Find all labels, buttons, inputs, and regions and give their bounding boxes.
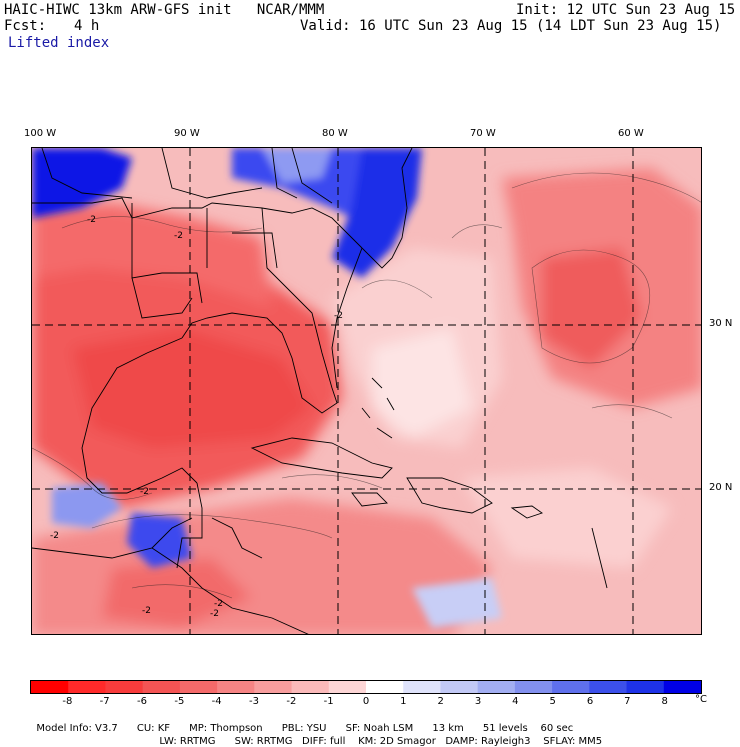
contour-label: -2	[210, 609, 219, 619]
info-lw: LW: RRTMG	[159, 736, 216, 747]
colorbar-swatch	[403, 681, 441, 693]
contour-label: -2	[140, 487, 149, 497]
lon-label-80w: 80 W	[322, 128, 348, 139]
colorbar-tick-label: -2	[286, 696, 297, 707]
info-levels: 51 levels	[482, 723, 528, 734]
colorbar-swatch	[105, 681, 144, 693]
colorbar-tick-label: -6	[137, 696, 147, 707]
contour-label: -2	[87, 215, 96, 225]
colorbar-swatch	[626, 681, 665, 693]
field-name: Lifted index	[8, 35, 110, 51]
colorbar-tick-label: 2	[437, 696, 444, 707]
info-km: KM: 2D Smagor	[358, 736, 436, 747]
info-sf: SF: Noah LSM	[345, 723, 414, 734]
info-version: Model Info: V3.7	[36, 723, 118, 734]
graticule	[32, 148, 701, 634]
colorbar-tick-label: 5	[549, 696, 556, 707]
colorbar-tick-label: -8	[62, 696, 73, 707]
lon-label-100w: 100 W	[24, 128, 57, 139]
colorbar-tick-label: 1	[400, 696, 407, 707]
colorbar-swatch	[68, 681, 106, 693]
colorbar-tick-label: -1	[323, 696, 334, 707]
colorbar-tick-label: 8	[661, 696, 668, 707]
colorbar-swatch	[589, 681, 628, 693]
colorbar-swatch	[254, 681, 293, 693]
colorbar-swatch	[477, 681, 516, 693]
info-diff: DIFF: full	[302, 736, 346, 747]
map-canvas: -2 -2 -2 -2 -2 -2 -2 -2	[32, 148, 701, 634]
lon-label-90w: 90 W	[174, 128, 200, 139]
contour-label: -2	[214, 599, 223, 609]
lat-label-30n: 30 N	[709, 318, 733, 329]
info-resolution: 13 km	[432, 723, 464, 734]
info-sw: SW: RRTMG	[234, 736, 293, 747]
colorbar-tick-label: -4	[211, 696, 222, 707]
colorbar-swatch	[366, 681, 404, 693]
lon-label-70w: 70 W	[470, 128, 496, 139]
colorbar-swatch	[328, 681, 367, 693]
colorbar-tick-label: 3	[474, 696, 482, 707]
colorbar-swatch	[552, 681, 590, 693]
valid-time: Valid: 16 UTC Sun 23 Aug 15 (14 LDT Sun …	[300, 18, 722, 34]
model-info-line2: LW: RRTMG SW: RRTMG DIFF: full KM: 2D Sm…	[153, 725, 602, 747]
contour-labels: -2 -2 -2 -2 -2 -2 -2 -2	[50, 215, 343, 619]
forecast-label: Fcst:	[4, 18, 47, 34]
colorbar-swatch	[291, 681, 330, 693]
model-title: HAIC-HIWC 13km ARW-GFS init NCAR/MMM	[4, 2, 325, 18]
colorbar-tick-label: 7	[624, 696, 631, 707]
lat-label-20n: 20 N	[709, 482, 733, 493]
lifted-index-map: -2 -2 -2 -2 -2 -2 -2 -2	[31, 147, 702, 635]
colorbar-swatch	[142, 681, 181, 693]
info-pbl: PBL: YSU	[281, 723, 327, 734]
contour-label: -2	[174, 231, 183, 241]
lon-label-60w: 60 W	[618, 128, 644, 139]
contours	[32, 172, 701, 599]
info-cu: CU: KF	[136, 723, 171, 734]
colorbar-swatch	[217, 681, 255, 693]
info-timestep: 60 sec	[540, 723, 574, 734]
init-time: Init: 12 UTC Sun 23 Aug 15	[516, 2, 736, 18]
colorbar	[30, 680, 702, 694]
coastlines	[32, 148, 608, 634]
forecast-hour: 4 h	[74, 18, 100, 34]
info-sflay: SFLAY: MM5	[543, 736, 603, 747]
colorbar-tick-label: -7	[99, 696, 110, 707]
colorbar-tick-label: -3	[249, 696, 259, 707]
colorbar-swatch	[663, 681, 701, 693]
contour-label: -2	[50, 531, 59, 541]
model-info-line1: Model Info: V3.7 CU: KF MP: Thompson PBL…	[30, 712, 573, 734]
colorbar-unit: °C	[695, 694, 707, 705]
colorbar-tick-label: 4	[512, 696, 519, 707]
info-mp: MP: Thompson	[189, 723, 263, 734]
colorbar-tick-label: -5	[174, 696, 185, 707]
stable-regions	[32, 148, 502, 628]
field-shading	[32, 168, 701, 634]
colorbar-swatch	[179, 681, 218, 693]
colorbar-swatch	[31, 681, 69, 693]
info-damp: DAMP: Rayleigh3	[445, 736, 531, 747]
contour-label: -2	[142, 606, 151, 616]
colorbar-swatch	[514, 681, 553, 693]
colorbar-tick-label: 0	[362, 696, 370, 707]
colorbar-swatch	[440, 681, 479, 693]
colorbar-tick-label: 6	[586, 696, 594, 707]
contour-label: -2	[334, 311, 343, 321]
